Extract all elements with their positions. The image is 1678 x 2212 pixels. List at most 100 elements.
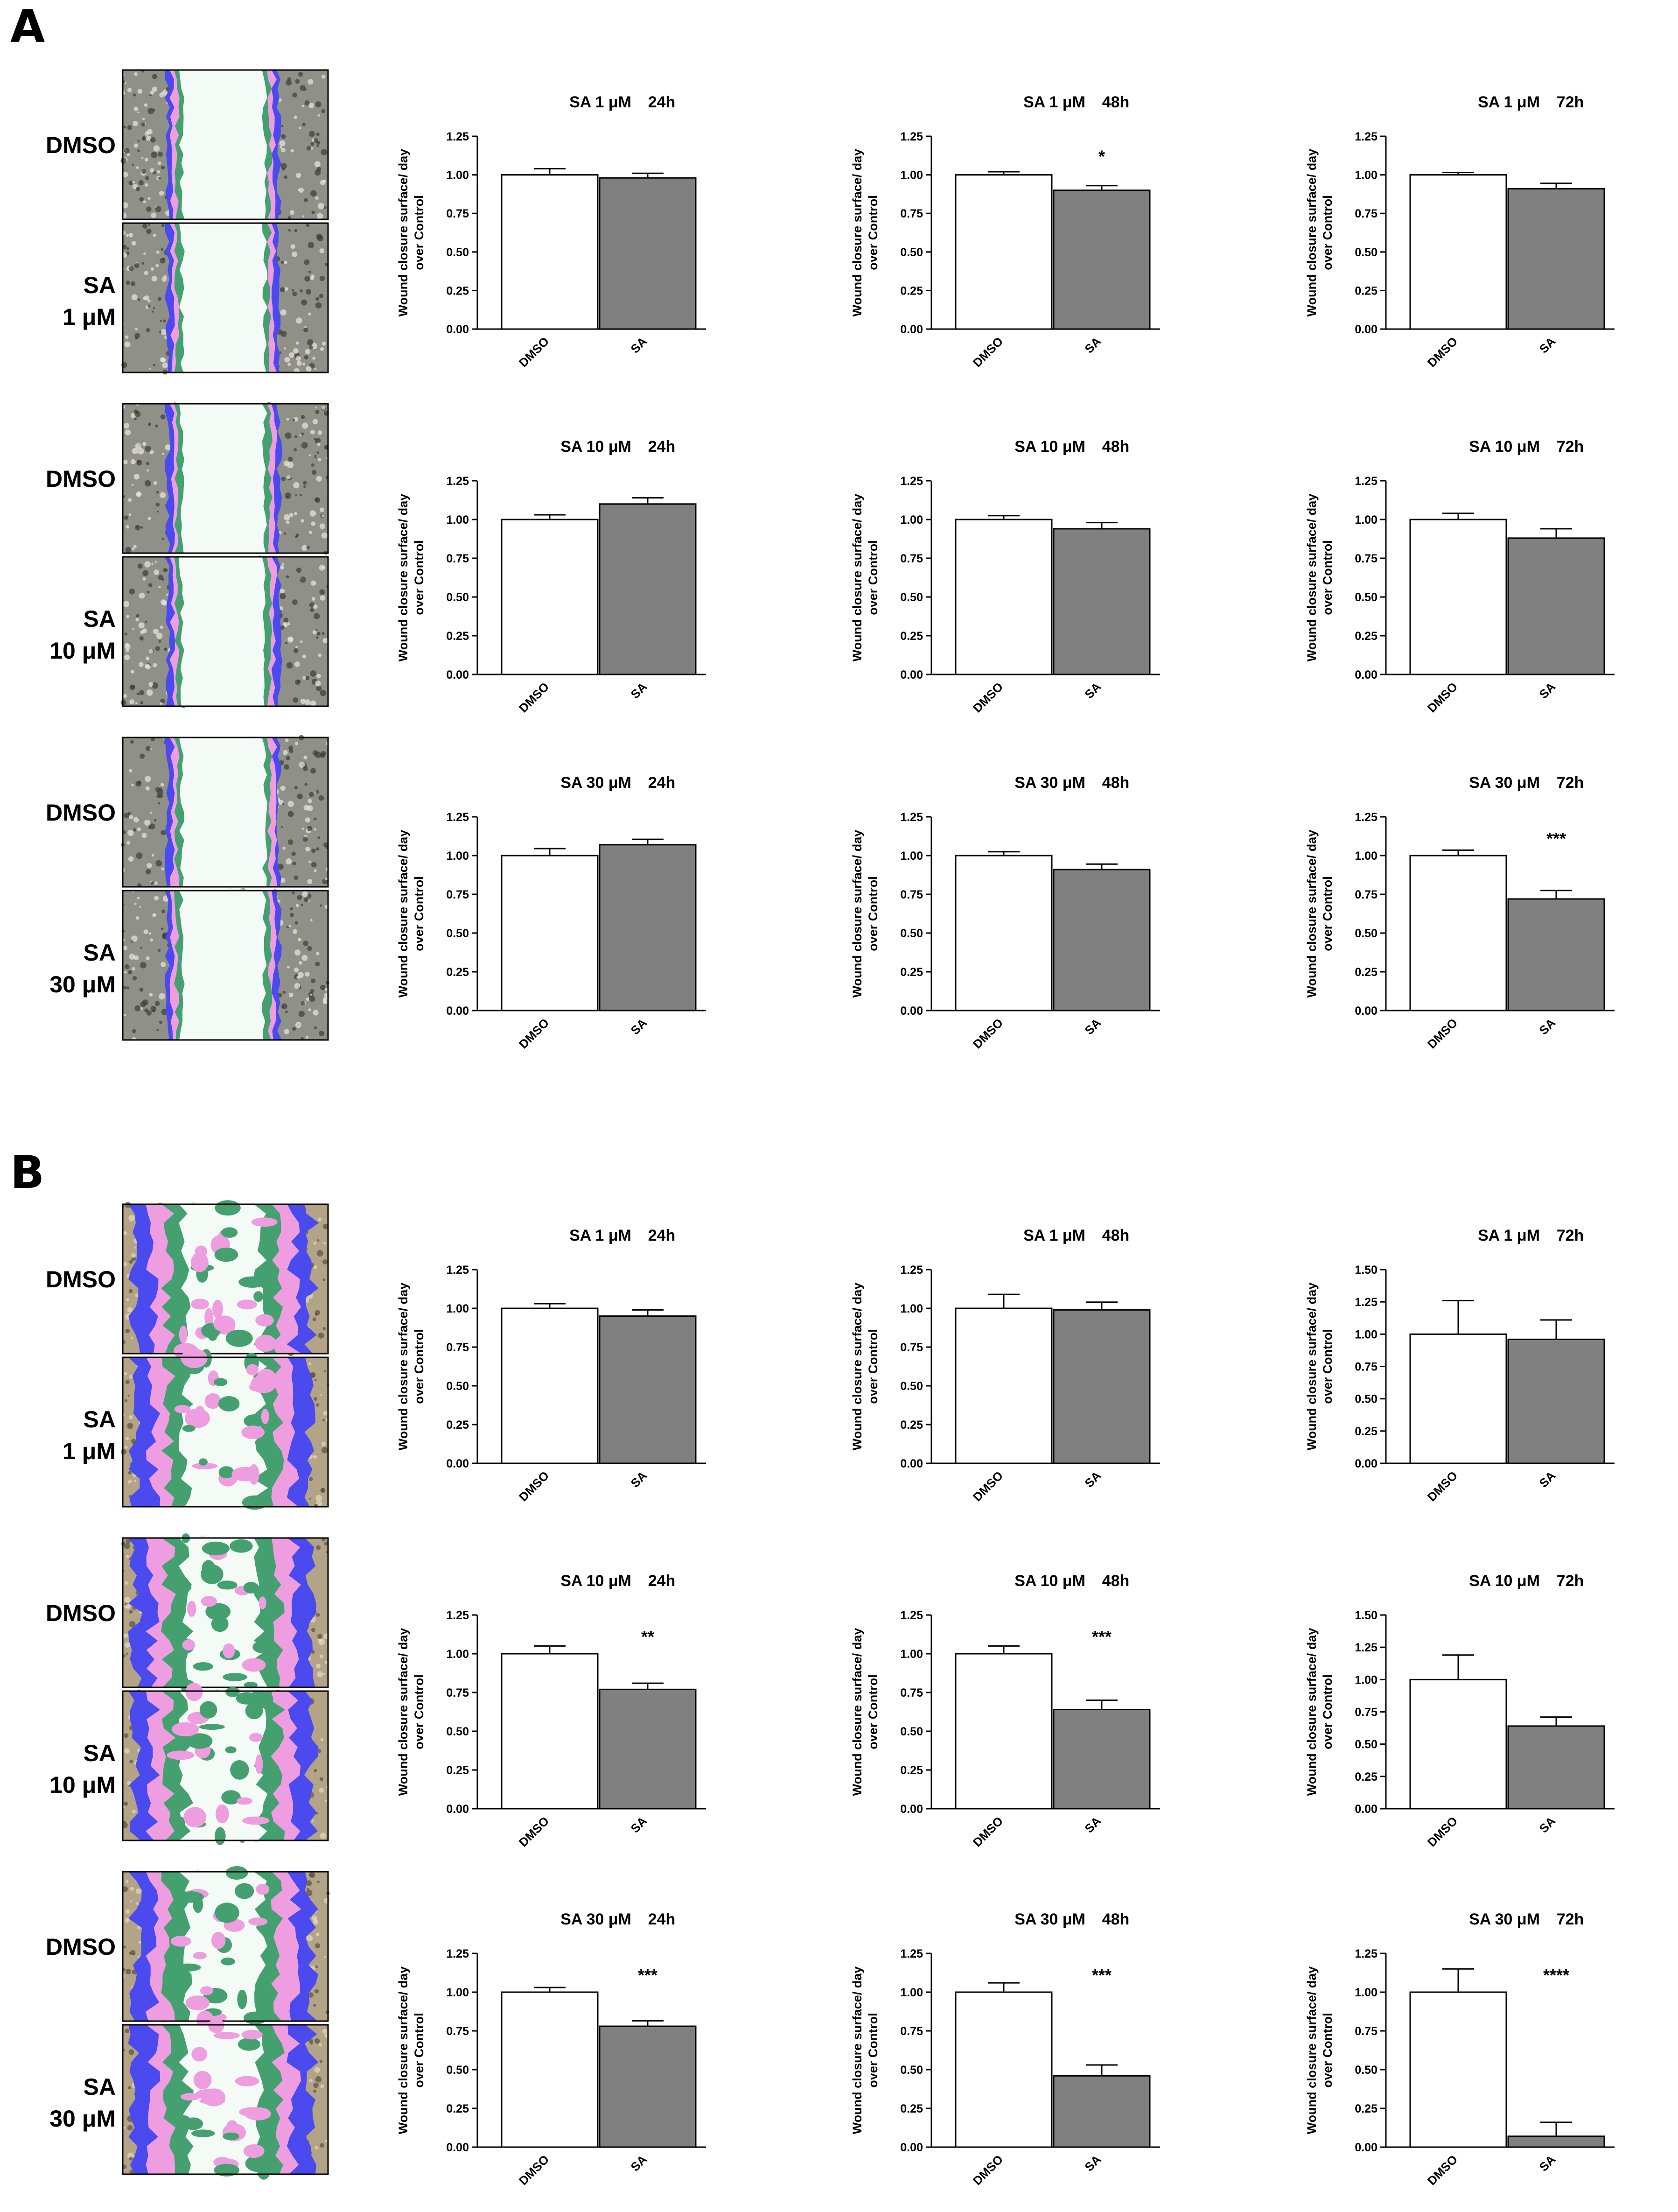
cell-cluster bbox=[243, 2011, 267, 2025]
y-tick-label: 0.75 bbox=[1355, 1361, 1377, 1374]
cell-speck bbox=[141, 122, 146, 126]
cell-speck bbox=[123, 1262, 127, 1266]
cell-speck bbox=[147, 469, 149, 472]
y-tick-label: 1.00 bbox=[1355, 1986, 1377, 1999]
cell-speck bbox=[134, 955, 139, 961]
y-axis-title: Wound closure surface/ day bbox=[850, 830, 864, 998]
cell-speck bbox=[320, 507, 324, 513]
micrograph-label-dmso: DMSO bbox=[46, 1934, 116, 1960]
cell-speck bbox=[313, 2089, 317, 2093]
cell-speck bbox=[311, 1819, 314, 1822]
cell-speck bbox=[304, 198, 308, 203]
cell-cluster bbox=[191, 2129, 215, 2137]
cell-speck bbox=[282, 990, 286, 994]
cell-speck bbox=[324, 1897, 330, 1904]
cell-speck bbox=[142, 570, 149, 576]
cell-speck bbox=[124, 1596, 131, 1603]
cell-speck bbox=[139, 987, 144, 992]
cell-speck bbox=[148, 424, 151, 427]
y-tick-label: 0.25 bbox=[900, 1418, 923, 1432]
cell-speck bbox=[312, 630, 317, 635]
cell-speck bbox=[127, 829, 134, 836]
cell-speck bbox=[131, 294, 138, 301]
cell-speck bbox=[283, 514, 290, 521]
cell-speck bbox=[140, 962, 147, 969]
cell-speck bbox=[130, 1887, 134, 1891]
cell-speck bbox=[133, 1246, 136, 1249]
cell-speck bbox=[303, 485, 306, 488]
cell-speck bbox=[316, 476, 322, 482]
cell-speck bbox=[292, 599, 298, 605]
cell-speck bbox=[134, 1005, 141, 1011]
cell-speck bbox=[300, 289, 303, 293]
cell-speck bbox=[304, 259, 310, 265]
cell-speck bbox=[319, 1654, 323, 1658]
cell-speck bbox=[146, 206, 152, 212]
cell-speck bbox=[316, 685, 322, 691]
cell-cluster bbox=[223, 1673, 247, 1681]
cell-speck bbox=[313, 2004, 316, 2007]
y-axis-title: Wound closure surface/ day bbox=[396, 830, 410, 998]
chart-title-concentration: SA 1 μM bbox=[1023, 1227, 1085, 1244]
cell-speck bbox=[153, 481, 157, 485]
cell-speck bbox=[315, 1495, 322, 1501]
y-tick-label: 0.00 bbox=[1355, 1004, 1377, 1018]
cell-speck bbox=[155, 646, 160, 651]
y-tick-label: 1.50 bbox=[1355, 1264, 1377, 1277]
cell-speck bbox=[129, 815, 133, 820]
bar-sa bbox=[599, 1315, 697, 1464]
cell-speck bbox=[307, 879, 313, 885]
cell-cluster bbox=[231, 1467, 259, 1482]
y-tick-label: 0.50 bbox=[1355, 2064, 1377, 2077]
cell-speck bbox=[324, 1661, 328, 1664]
cell-speck bbox=[294, 448, 297, 452]
cell-cluster bbox=[221, 1957, 235, 1966]
y-tick-label: 1.00 bbox=[900, 850, 923, 863]
cell-speck bbox=[294, 115, 297, 119]
bar-chart-b-2-2: SA 30 μM 72h 0.00 0.25 0.50 0.75 1.00 1.25 Wound… bbox=[1305, 1910, 1615, 2188]
panel-label-b: B bbox=[10, 1146, 44, 1199]
cell-speck bbox=[162, 600, 168, 606]
cell-speck bbox=[124, 147, 130, 154]
cell-speck bbox=[125, 1437, 129, 1440]
cell-speck bbox=[129, 954, 135, 960]
micrograph-label-dmso: DMSO bbox=[46, 466, 116, 492]
y-tick-label: 1.00 bbox=[446, 850, 469, 863]
cell-speck bbox=[161, 909, 166, 913]
cell-speck bbox=[323, 842, 328, 847]
y-tick-label: 0.25 bbox=[1355, 966, 1377, 979]
cell-speck bbox=[307, 1935, 313, 1941]
chart-title-concentration: SA 1 μM bbox=[569, 1227, 631, 1244]
y-tick-label: 0.75 bbox=[900, 1341, 923, 1354]
y-tick-label: 0.75 bbox=[1355, 552, 1377, 565]
cell-cluster bbox=[179, 1325, 188, 1344]
cell-speck bbox=[156, 491, 159, 494]
cell-speck bbox=[317, 114, 320, 117]
cell-cluster bbox=[235, 2076, 259, 2086]
cell-speck bbox=[143, 296, 147, 300]
cell-speck bbox=[323, 1673, 326, 1675]
micrograph-sa bbox=[121, 1348, 329, 1510]
cell-speck bbox=[124, 1748, 130, 1754]
cell-speck bbox=[146, 135, 152, 141]
cell-speck bbox=[324, 2033, 330, 2038]
x-tick-label: DMSO bbox=[970, 1016, 1006, 1051]
x-tick-label: DMSO bbox=[970, 334, 1006, 370]
bar-sa bbox=[599, 177, 697, 330]
cell-speck bbox=[318, 457, 322, 462]
y-tick-label: 0.50 bbox=[900, 1380, 923, 1393]
cell-cluster bbox=[193, 2071, 212, 2089]
cell-speck bbox=[318, 795, 324, 801]
cell-speck bbox=[124, 971, 127, 974]
cell-speck bbox=[120, 212, 127, 219]
cell-speck bbox=[280, 309, 287, 316]
y-tick-label: 0.25 bbox=[900, 284, 923, 297]
cell-speck bbox=[153, 233, 156, 237]
bar-chart-a-1-1: SA 10 μM 48h 0.00 0.25 0.50 0.75 1.00 1.25 Wound… bbox=[850, 438, 1160, 715]
cell-speck bbox=[140, 1007, 143, 1010]
cell-speck bbox=[132, 448, 138, 454]
chart-title-timepoint: 72h bbox=[1557, 93, 1584, 111]
cell-speck bbox=[287, 462, 294, 469]
cell-speck bbox=[293, 348, 299, 354]
cell-speck bbox=[310, 276, 314, 281]
